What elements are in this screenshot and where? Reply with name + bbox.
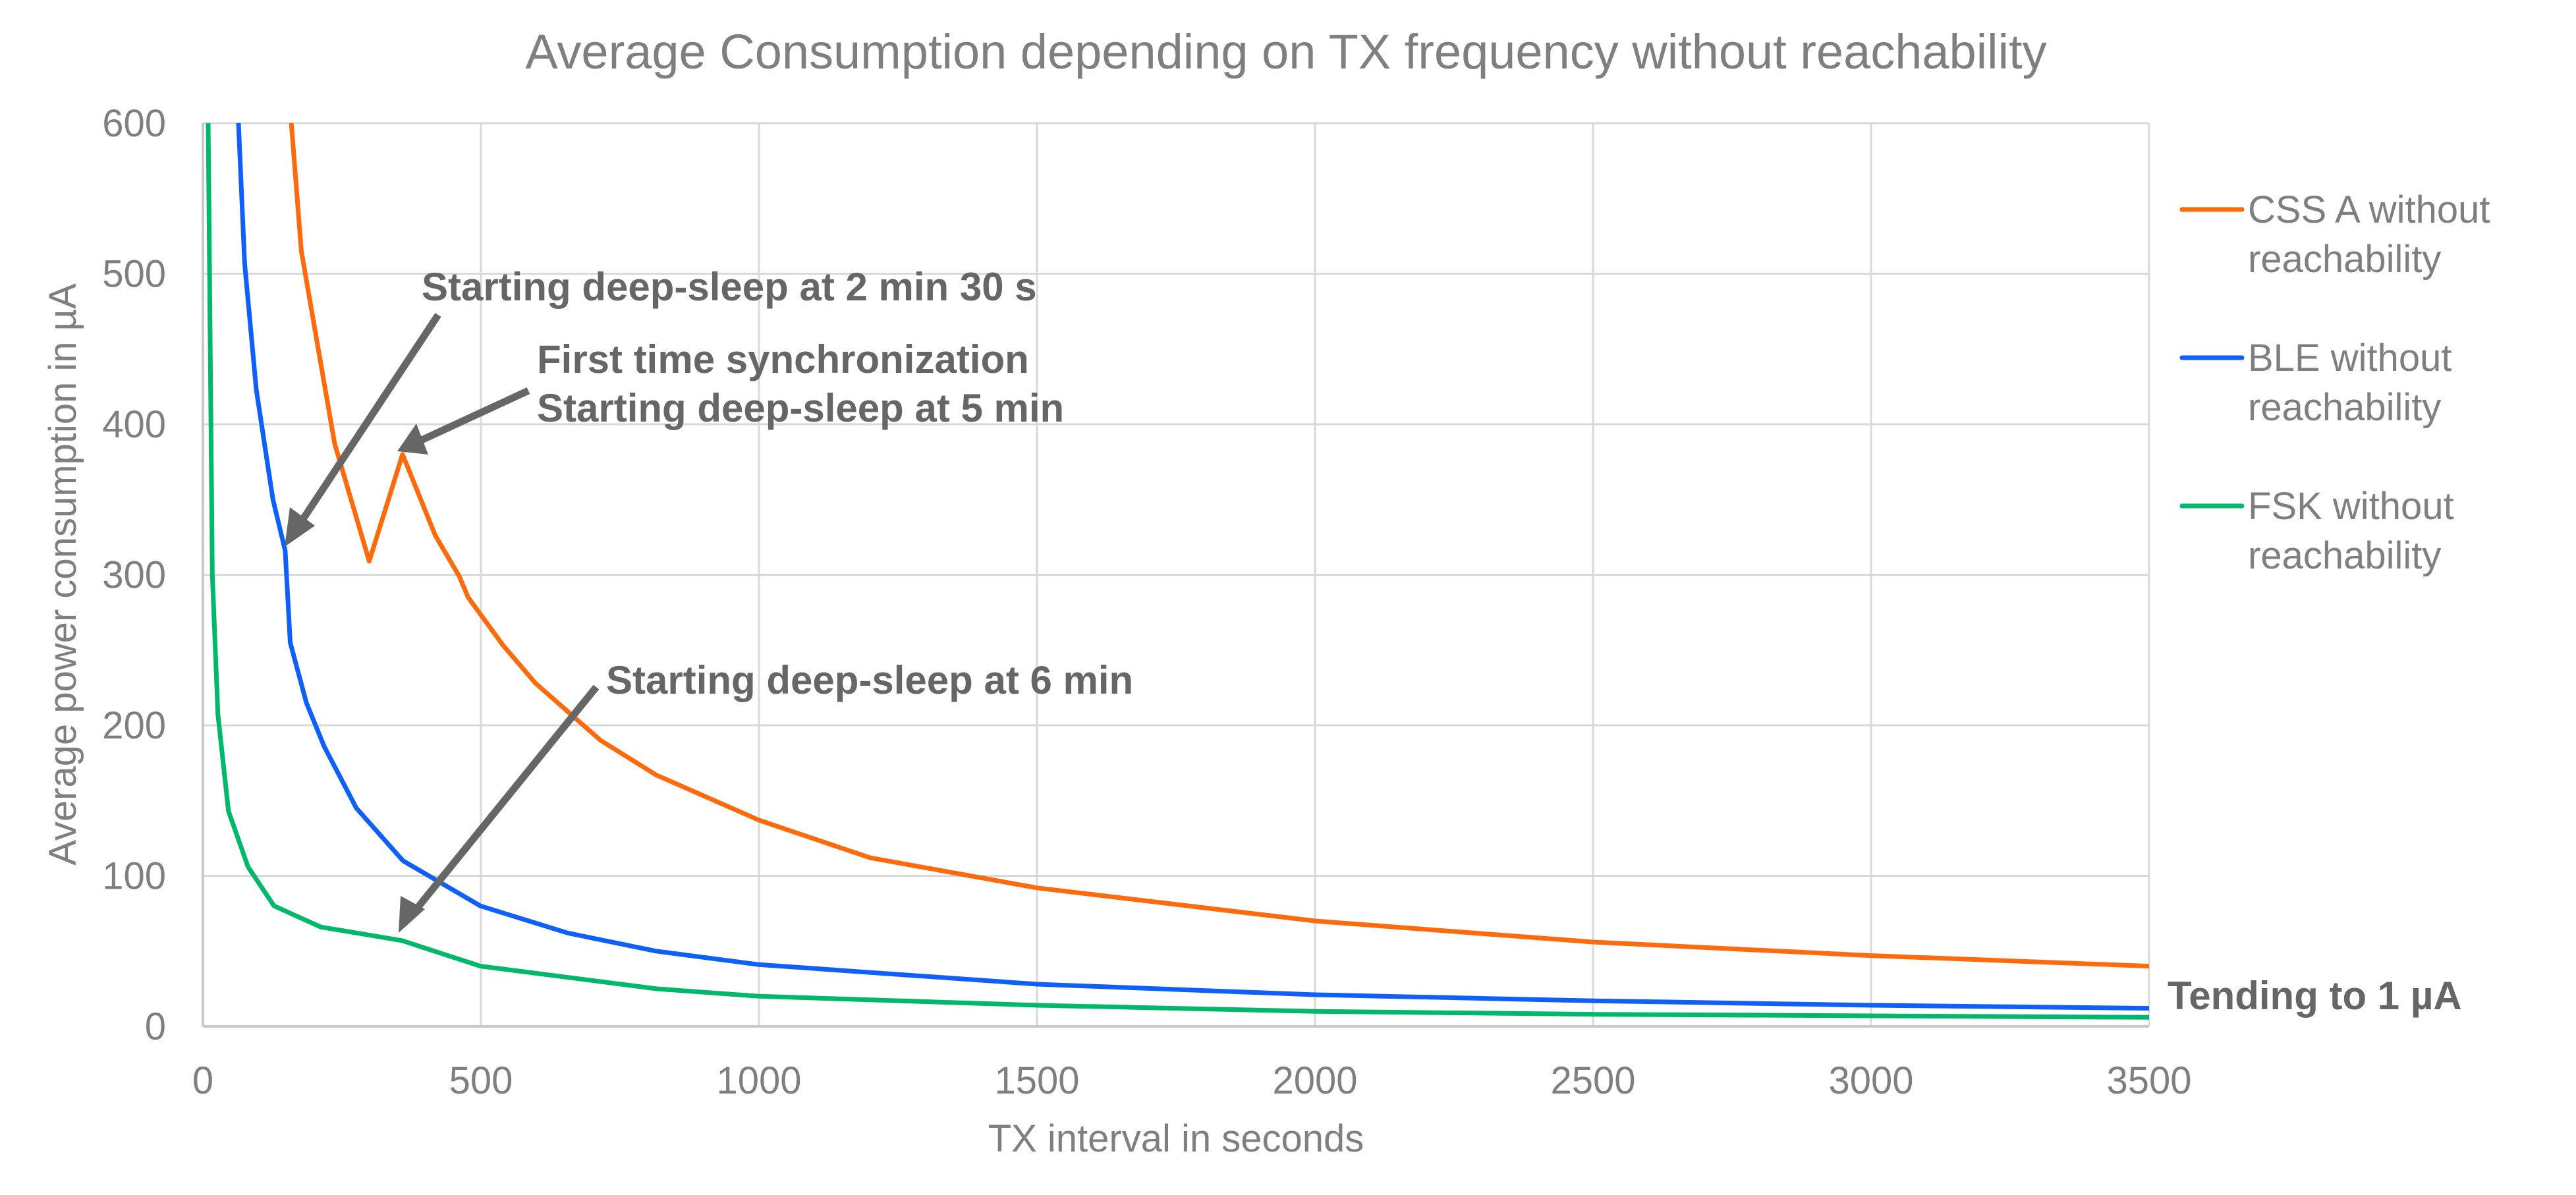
x-tick-label: 1500 bbox=[994, 1059, 1079, 1102]
series-line-fsk bbox=[206, 123, 2149, 1020]
annotation-2min30: Starting deep-sleep at 2 min 30 s bbox=[422, 265, 1037, 309]
x-tick-label: 3000 bbox=[1828, 1059, 1913, 1102]
y-tick-label: 600 bbox=[102, 102, 166, 145]
y-tick-label: 100 bbox=[102, 855, 166, 898]
y-tick-labels: 0 100 200 300 400 500 600 bbox=[102, 102, 166, 1048]
x-tick-label: 0 bbox=[192, 1059, 213, 1102]
arrow-5min bbox=[420, 387, 530, 443]
chart-title: Average Consumption depending on TX freq… bbox=[525, 24, 2046, 79]
gridlines bbox=[203, 122, 2150, 1026]
annotation-5min: Starting deep-sleep at 5 min bbox=[537, 386, 1064, 430]
annotation-6min: Starting deep-sleep at 6 min bbox=[606, 658, 1133, 702]
arrow-head-5min bbox=[397, 424, 428, 455]
legend-label-css-line1: CSS A without bbox=[2248, 188, 2490, 231]
x-tick-label: 3500 bbox=[2106, 1059, 2191, 1102]
y-tick-label: 400 bbox=[102, 403, 166, 446]
y-tick-label: 500 bbox=[102, 253, 166, 296]
y-axis-label: Average power consumption in µA bbox=[42, 283, 84, 866]
legend-label-fsk-line1: FSK without bbox=[2248, 485, 2454, 528]
x-tick-label: 1000 bbox=[716, 1059, 801, 1102]
x-tick-label: 2500 bbox=[1550, 1059, 1635, 1102]
legend-label-css-line2: reachability bbox=[2248, 238, 2441, 281]
y-tick-label: 200 bbox=[102, 704, 166, 747]
annotation-tending: Tending to 1 µA bbox=[2168, 974, 2462, 1018]
y-tick-label: 300 bbox=[102, 554, 166, 597]
annotation-first-sync: First time synchronization bbox=[537, 337, 1029, 381]
legend-label-ble-line1: BLE without bbox=[2248, 337, 2452, 379]
legend-label-ble-line2: reachability bbox=[2248, 386, 2441, 429]
axes bbox=[202, 123, 2149, 1028]
x-axis-label: TX interval in seconds bbox=[988, 1117, 1364, 1160]
x-tick-labels: 0 500 1000 1500 2000 2500 3000 3500 bbox=[192, 1059, 2192, 1102]
arrow-6min bbox=[408, 684, 600, 918]
arrow-2min30 bbox=[294, 312, 441, 530]
annotations: Starting deep-sleep at 2 min 30 s First … bbox=[285, 265, 2462, 1018]
y-tick-label: 0 bbox=[145, 1005, 166, 1048]
legend-label-fsk-line2: reachability bbox=[2248, 534, 2441, 577]
series-line-ble bbox=[236, 123, 2149, 1011]
arrow-head-6min bbox=[399, 896, 425, 933]
series-lines bbox=[206, 123, 2149, 1020]
legend: CSS A without reachability BLE without r… bbox=[2179, 188, 2490, 577]
x-tick-label: 2000 bbox=[1272, 1059, 1357, 1102]
x-tick-label: 500 bbox=[449, 1059, 513, 1102]
arrow-head-2min30 bbox=[285, 507, 315, 547]
series-line-css bbox=[289, 123, 2149, 969]
